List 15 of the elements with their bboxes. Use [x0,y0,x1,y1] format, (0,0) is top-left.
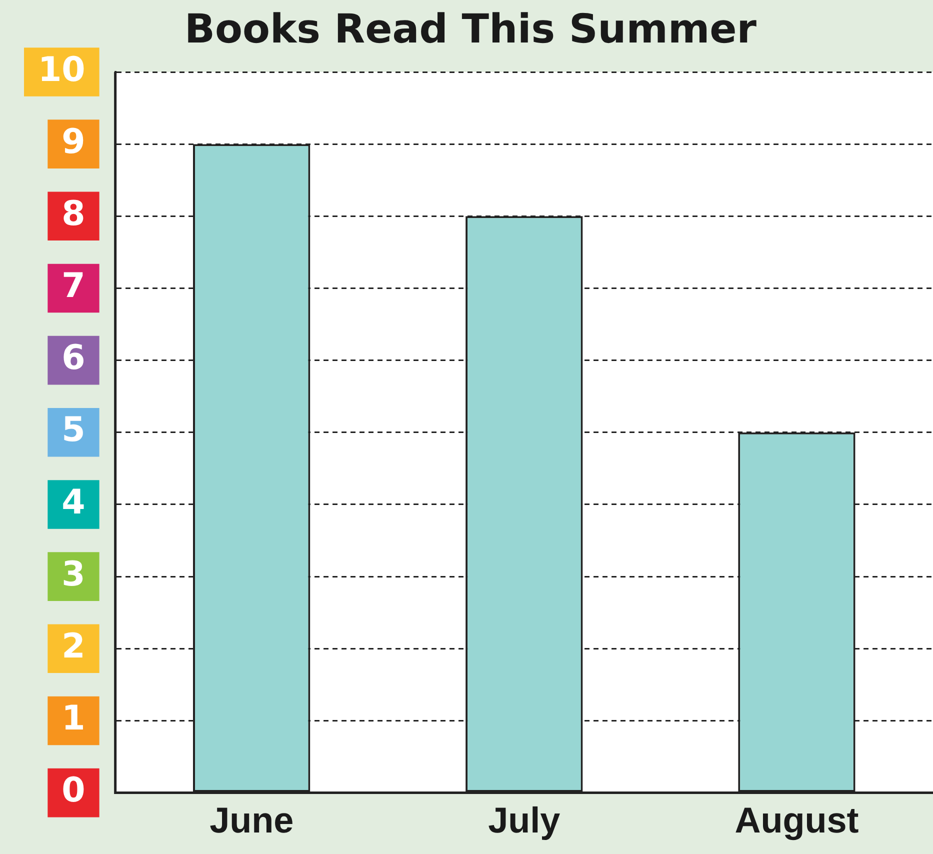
y-tick-label: 9 [62,122,86,162]
y-tick-label: 5 [62,410,86,450]
x-tick-label: June [210,799,294,840]
x-tick-label: July [488,799,560,840]
y-tick-label: 1 [62,698,86,739]
y-tick-label: 4 [62,482,86,522]
y-tick-label: 3 [62,554,86,594]
x-tick-label: August [734,799,859,840]
y-tick-label: 2 [62,626,86,666]
y-tick-label: 0 [62,770,86,811]
y-tick-label: 7 [62,266,86,306]
y-tick-label: 10 [38,50,86,90]
y-tick-label: 6 [62,338,86,378]
chart-title: Books Read This Summer [184,6,757,52]
y-tick-label: 8 [62,194,86,234]
